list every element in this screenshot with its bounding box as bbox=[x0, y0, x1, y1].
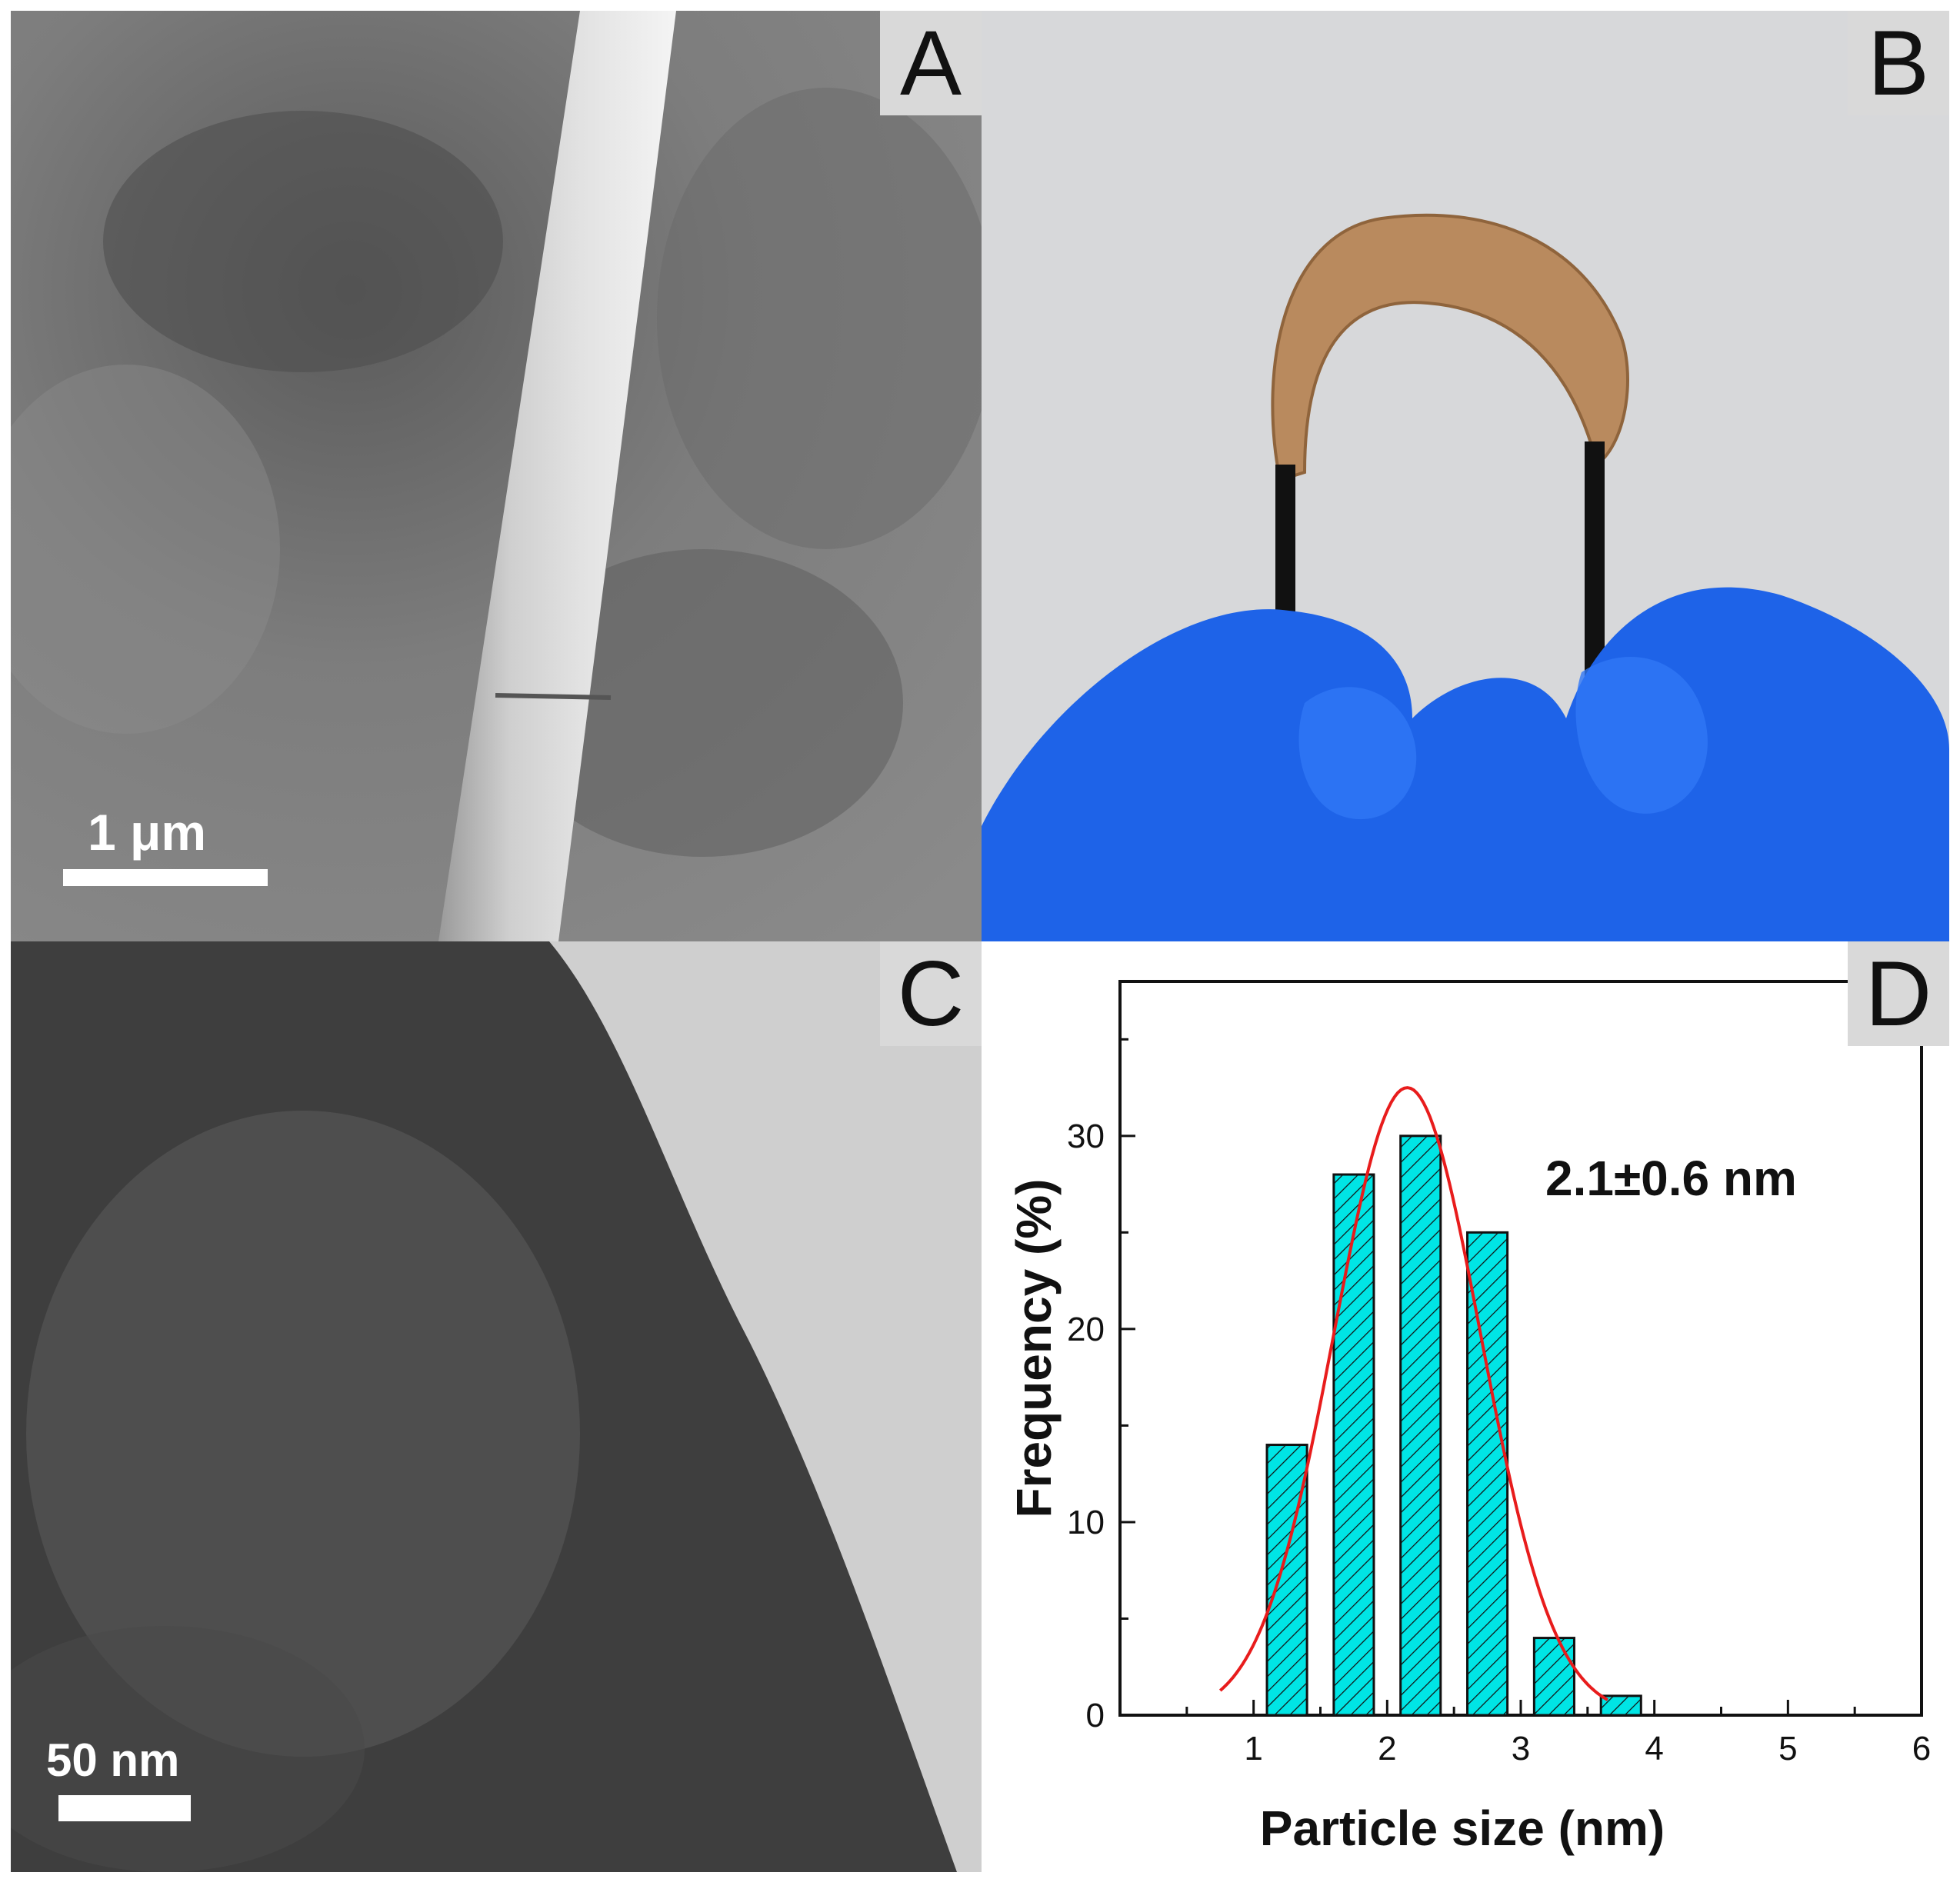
membrane-sample bbox=[1271, 213, 1629, 482]
histogram-bar-5 bbox=[1532, 1637, 1575, 1717]
panel-label-d: D bbox=[1848, 941, 1949, 1046]
x-tick-label: 4 bbox=[1645, 1730, 1663, 1767]
mean-size-annotation: 2.1±0.6 nm bbox=[1545, 1151, 1797, 1206]
panel-label-a: A bbox=[880, 11, 982, 115]
particle-size-chart: 1 2 3 4 5 6 0 10 20 30 2.1±0.6 nm Particle size (… bbox=[1006, 980, 1931, 1856]
y-tick-label: 0 bbox=[1086, 1697, 1105, 1734]
y-tick-label: 20 bbox=[1067, 1311, 1105, 1348]
fiber-crack-line bbox=[495, 693, 612, 700]
x-tick-label: 6 bbox=[1912, 1730, 1931, 1767]
histogram-bar-4 bbox=[1466, 1231, 1509, 1717]
x-tick-label: 1 bbox=[1244, 1730, 1262, 1767]
panel-c-tem-image: C 50 nm bbox=[11, 941, 982, 1872]
gloved-hands bbox=[982, 587, 1949, 941]
panel-label-b: B bbox=[1848, 11, 1949, 115]
panel-a-sem-image: A 1 μm bbox=[11, 11, 982, 941]
panel-d-histogram: 1 2 3 4 5 6 0 10 20 30 2.1±0.6 nm Particle size (… bbox=[982, 941, 1949, 1872]
scale-bar-label-a: 1 μm bbox=[88, 804, 207, 861]
gaussian-fit-curve bbox=[1218, 1086, 1608, 1701]
histogram-bar-3 bbox=[1399, 1134, 1442, 1717]
panel-b-photo: B bbox=[982, 11, 1949, 941]
scale-bar-c bbox=[58, 1795, 191, 1821]
y-axis-label: Frequency (%) bbox=[1006, 1179, 1062, 1518]
membrane-bending-photo bbox=[982, 11, 1949, 941]
scale-bar-label-c: 50 nm bbox=[46, 1734, 180, 1786]
histogram-bar-1 bbox=[1265, 1444, 1308, 1717]
tem-fiber-image bbox=[11, 941, 982, 1872]
x-tick-label: 2 bbox=[1378, 1730, 1396, 1767]
x-tick-label: 3 bbox=[1512, 1730, 1530, 1767]
y-tick-label: 10 bbox=[1067, 1504, 1105, 1541]
histogram-bar-2 bbox=[1332, 1173, 1375, 1717]
x-tick-label: 5 bbox=[1778, 1730, 1797, 1767]
y-tick-label: 30 bbox=[1067, 1118, 1105, 1155]
panel-label-c: C bbox=[880, 941, 982, 1046]
sem-fiber-image bbox=[11, 11, 982, 941]
x-axis-label: Particle size (nm) bbox=[1260, 1801, 1665, 1856]
plot-frame bbox=[1118, 980, 1923, 1717]
scale-bar-a bbox=[63, 869, 268, 886]
